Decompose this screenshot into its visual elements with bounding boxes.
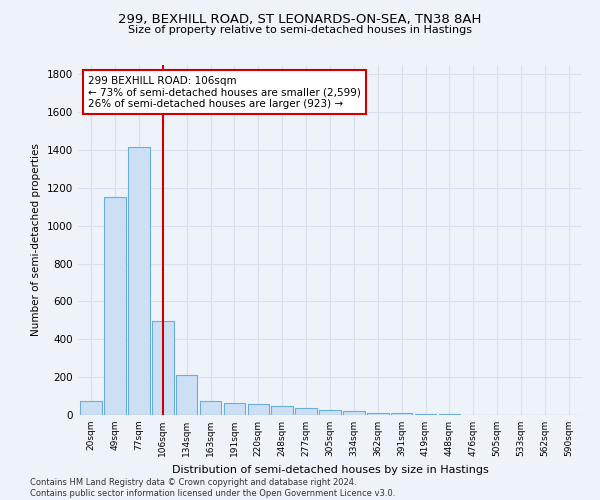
Y-axis label: Number of semi-detached properties: Number of semi-detached properties xyxy=(31,144,41,336)
Bar xyxy=(200,401,221,415)
Bar xyxy=(415,414,436,415)
Bar xyxy=(80,402,102,415)
Bar xyxy=(295,408,317,415)
Bar xyxy=(319,410,341,415)
Text: Size of property relative to semi-detached houses in Hastings: Size of property relative to semi-detach… xyxy=(128,25,472,35)
Bar xyxy=(224,404,245,415)
X-axis label: Distribution of semi-detached houses by size in Hastings: Distribution of semi-detached houses by … xyxy=(172,464,488,474)
Bar xyxy=(367,412,389,415)
Bar xyxy=(343,411,365,415)
Bar xyxy=(152,322,173,415)
Bar xyxy=(248,404,269,415)
Bar xyxy=(128,148,149,415)
Text: 299, BEXHILL ROAD, ST LEONARDS-ON-SEA, TN38 8AH: 299, BEXHILL ROAD, ST LEONARDS-ON-SEA, T… xyxy=(118,12,482,26)
Bar xyxy=(391,414,412,415)
Text: 299 BEXHILL ROAD: 106sqm
← 73% of semi-detached houses are smaller (2,599)
26% o: 299 BEXHILL ROAD: 106sqm ← 73% of semi-d… xyxy=(88,76,361,108)
Bar xyxy=(104,198,126,415)
Bar xyxy=(271,406,293,415)
Text: Contains HM Land Registry data © Crown copyright and database right 2024.
Contai: Contains HM Land Registry data © Crown c… xyxy=(30,478,395,498)
Bar xyxy=(176,376,197,415)
Bar xyxy=(439,414,460,415)
